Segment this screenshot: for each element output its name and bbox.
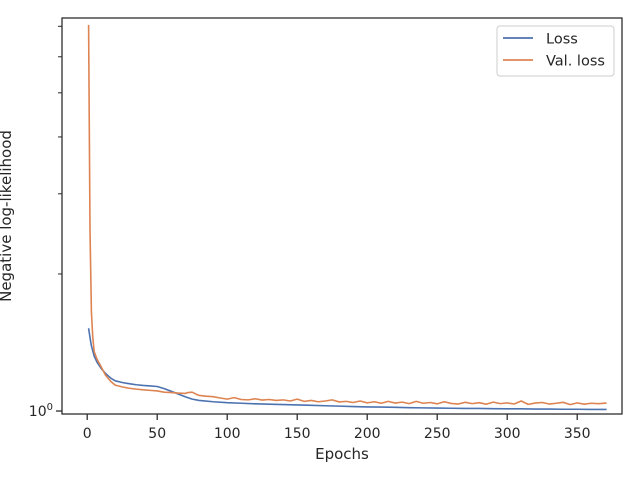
x-tick-label: 300: [494, 426, 521, 442]
y-axis-label: Negative log-likelihood: [0, 130, 15, 302]
legend-label-loss: Loss: [546, 32, 578, 48]
legend: Loss Val. loss: [496, 25, 615, 77]
plot-area: [62, 18, 622, 414]
legend-label-val-loss: Val. loss: [546, 54, 605, 70]
x-tick-label: 50: [148, 426, 166, 442]
x-axis-label: Epochs: [315, 445, 369, 463]
series-line-val-loss: [87, 24, 607, 406]
x-tick-label: 200: [354, 426, 381, 442]
x-axis-ticks: 0 50 100 150 200 250 300 350: [83, 414, 591, 442]
axes-frame: [61, 17, 623, 415]
x-tick-label: 150: [284, 426, 311, 442]
x-tick-label: 250: [424, 426, 451, 442]
series-line-loss: [87, 328, 607, 411]
x-tick-label: 0: [83, 426, 92, 442]
x-tick-label: 100: [214, 426, 241, 442]
series-layer: [87, 24, 607, 411]
x-tick-label: 350: [564, 426, 591, 442]
